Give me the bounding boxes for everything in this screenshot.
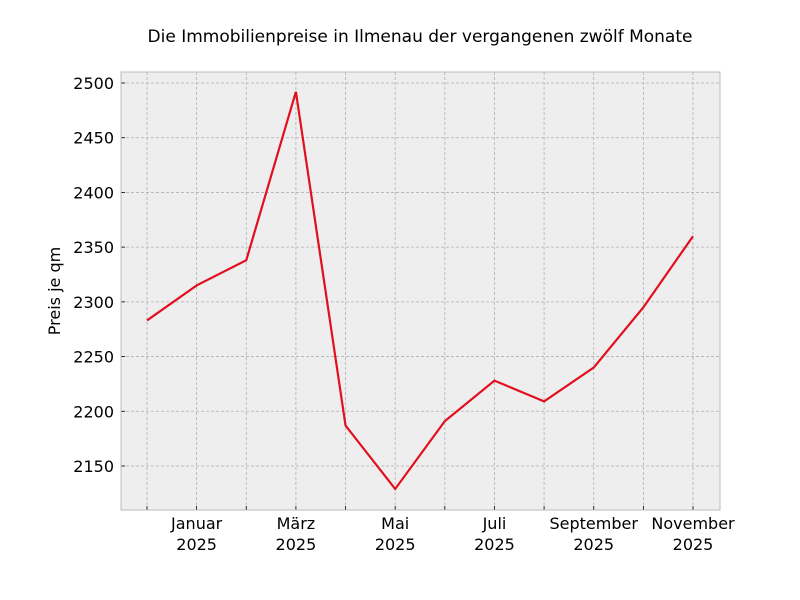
x-tick-label-year: 2025 <box>176 535 217 554</box>
x-tick-label-month: September <box>550 514 639 533</box>
x-tick-label-month: Juli <box>482 514 507 533</box>
x-tick-label-month: Mai <box>381 514 409 533</box>
y-tick-label: 2450 <box>73 129 114 148</box>
x-tick-label-year: 2025 <box>673 535 714 554</box>
plot-area <box>121 72 720 510</box>
plot-frame <box>120 71 721 511</box>
x-tick-label-month: März <box>277 514 316 533</box>
x-tick-label-month: November <box>651 514 735 533</box>
x-tick-label-year: 2025 <box>474 535 515 554</box>
x-tick-label-year: 2025 <box>573 535 614 554</box>
y-tick-label: 2200 <box>73 402 114 421</box>
price-line <box>146 91 694 491</box>
y-axis-label: Preis je qm <box>45 247 64 335</box>
x-tick-label-month: Januar <box>170 514 223 533</box>
x-tick-label-year: 2025 <box>375 535 416 554</box>
chart-title: Die Immobilienpreise in Ilmenau der verg… <box>147 27 693 47</box>
y-tick-label: 2350 <box>73 238 114 257</box>
y-tick-label: 2150 <box>73 457 114 476</box>
x-tick-label-year: 2025 <box>276 535 317 554</box>
y-tick-label: 2250 <box>73 348 114 367</box>
y-tick-label: 2300 <box>73 293 114 312</box>
y-tick-label: 2500 <box>73 74 114 93</box>
y-tick-label: 2400 <box>73 183 114 202</box>
